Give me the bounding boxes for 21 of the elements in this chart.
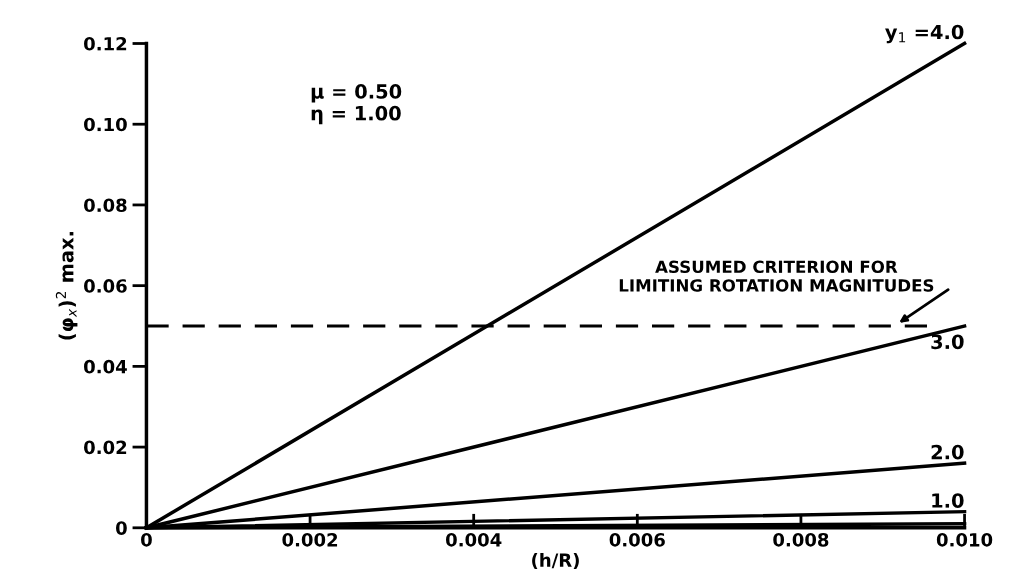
y-tick-label: 0.04 [84, 359, 127, 374]
x-tick-label: 0.004 [446, 532, 502, 547]
y-tick-label: 0.06 [84, 279, 127, 293]
annotation: μ = 0.50 η = 1.00 [311, 84, 402, 125]
ref-line-label: ASSUMED CRITERION FOR LIMITING ROTATION MAGNITUDES [619, 260, 934, 292]
x-tick-label: 0.008 [773, 532, 829, 547]
y-axis-title: (φ$_{x}$)$^{2}$ max. [55, 232, 78, 340]
series-label: y$_{1}$ =4.0 [885, 24, 964, 44]
y-tick-label: 0.02 [84, 440, 127, 455]
y-tick-label: 0 [116, 521, 127, 535]
x-tick-label: 0.002 [282, 532, 338, 547]
x-axis-title: (h/R) [532, 552, 579, 570]
x-tick-label: 0.006 [609, 532, 665, 547]
y-tick-label: 0.08 [84, 198, 127, 213]
y-tick-label: 0.10 [84, 117, 127, 132]
series-label: 2.0 [931, 444, 964, 460]
x-tick-label: 0.010 [936, 532, 993, 547]
legend-label: 3.0 [931, 334, 964, 350]
series-label: 1.0 [932, 493, 964, 508]
x-tick-label: 0 [141, 532, 152, 547]
y-tick-label: 0.12 [84, 36, 127, 51]
